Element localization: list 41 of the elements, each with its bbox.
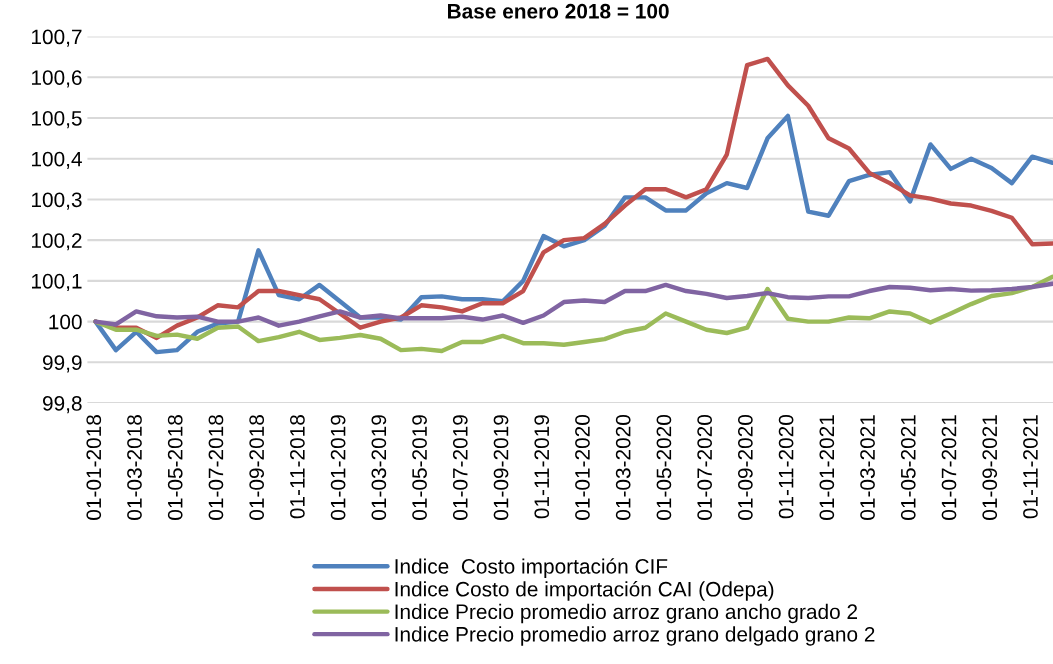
x-tick-label: 01-01-2021 xyxy=(819,415,835,520)
x-tick-label: 01-01-2018 xyxy=(86,415,102,520)
x-tick-label: 01-09-2021 xyxy=(982,415,998,520)
x-tick-label: 01-05-2019 xyxy=(412,415,427,520)
x-tick-label: 01-03-2018 xyxy=(127,415,142,520)
x-tick-label: 01-07-2019 xyxy=(452,415,468,520)
line-series xyxy=(93,281,1053,328)
x-tick-label: 01-03-2019 xyxy=(371,415,387,520)
x-tick-label: 01-01-2020 xyxy=(575,414,590,520)
x-tick-label: 01-01-2019 xyxy=(330,415,346,520)
y-tick-label: 100,4 xyxy=(32,151,82,169)
x-tick-label: 01-07-2020 xyxy=(697,414,713,520)
legend-label: Indice Precio promedio arroz grano delgado grano 2 xyxy=(395,626,875,646)
y-tick-label: 99,8 xyxy=(42,396,82,414)
y-tick-label: 100,6 xyxy=(32,70,82,88)
x-tick-label: 01-11-2018 xyxy=(290,415,305,519)
x-tick-label: 01-11-2021 xyxy=(1023,415,1038,519)
x-tick-label: 01-11-2019 xyxy=(534,415,550,519)
chart-title: Base enero 2018 = 100 xyxy=(448,3,669,19)
legend-label: Indice Precio promedio arroz grano ancho grado 2 xyxy=(395,603,858,624)
y-tick-label: 100 xyxy=(49,314,82,330)
line-series xyxy=(93,274,1053,354)
y-tick-label: 100,5 xyxy=(32,110,82,129)
y-tick-label: 99,9 xyxy=(42,355,82,373)
x-tick-label: 01-03-2020 xyxy=(615,414,631,520)
y-tick-label: 100,7 xyxy=(32,29,82,47)
x-tick-label: 01-05-2020 xyxy=(656,414,672,520)
x-tick-label: 01-11-2020 xyxy=(778,414,794,519)
legend-label: Indice Costo importación CIF xyxy=(395,558,668,578)
x-tick-label: 01-07-2018 xyxy=(208,415,224,520)
y-tick-label: 100,1 xyxy=(32,273,82,292)
x-tick-label: 01-07-2021 xyxy=(941,415,957,520)
x-tick-label: 01-09-2020 xyxy=(737,414,753,520)
x-tick-label: 01-03-2021 xyxy=(860,415,875,520)
x-tick-label: 01-05-2021 xyxy=(900,415,916,520)
x-tick-label: 01-09-2019 xyxy=(493,415,509,520)
y-tick-label: 100,3 xyxy=(32,192,82,210)
legend-label: Indice Costo de importación CAI (Odepa) xyxy=(395,581,774,601)
x-tick-label: 01-09-2018 xyxy=(249,415,265,520)
x-tick-label: 01-05-2018 xyxy=(167,415,183,520)
y-tick-label: 100,2 xyxy=(32,233,82,251)
